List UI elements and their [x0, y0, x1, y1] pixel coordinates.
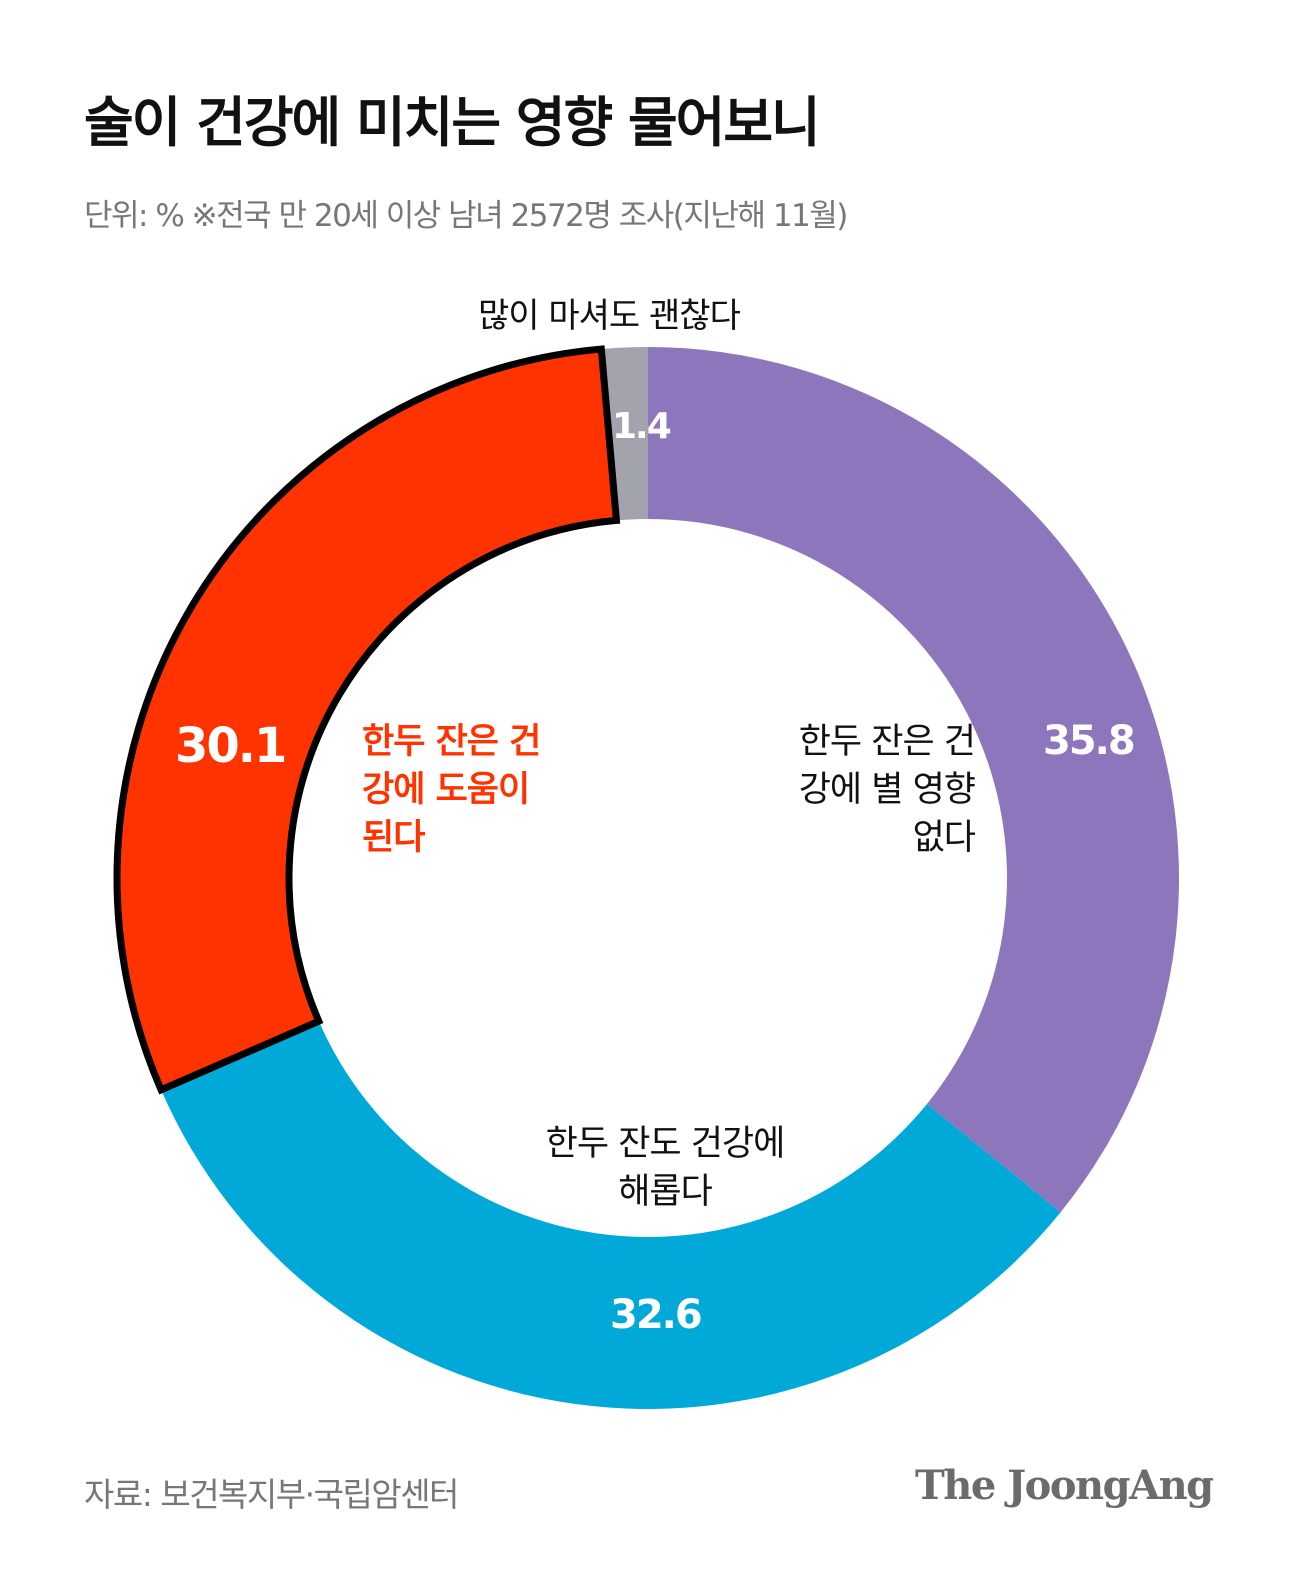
slice-label-no-effect: 한두 잔은 건강에 별 영향 없다 [798, 722, 976, 858]
chart-title: 술이 건강에 미치는 영향 물어보니 [84, 91, 821, 154]
value-label-32-6: 32.6 [610, 1292, 703, 1338]
value-label-30-1: 30.1 [175, 718, 287, 774]
value-label-35-8: 35.8 [1043, 718, 1136, 764]
source-note: 자료: 보건복지부·국립암센터 [84, 1475, 459, 1514]
value-label-1-4: 1.4 [612, 406, 672, 447]
publisher-logo: The JoongAng [915, 1462, 1214, 1509]
donut-slice-0 [648, 347, 1179, 1213]
donut-slice-2 [113, 345, 621, 1095]
chart-subtitle: 단위: % ※전국 만 20세 이상 남녀 2572명 조사(지난해 11월) [84, 198, 848, 234]
slice-label-helpful: 한두 잔은 건강에 도움이 된다 [362, 722, 541, 858]
slice-label-drink-a-lot-ok: 많이 마셔도 괜찮다 [478, 296, 741, 336]
donut-slice-1 [161, 1021, 1061, 1409]
slice-label-harmful: 한두 잔도 건강에 해롭다 [545, 1124, 786, 1212]
